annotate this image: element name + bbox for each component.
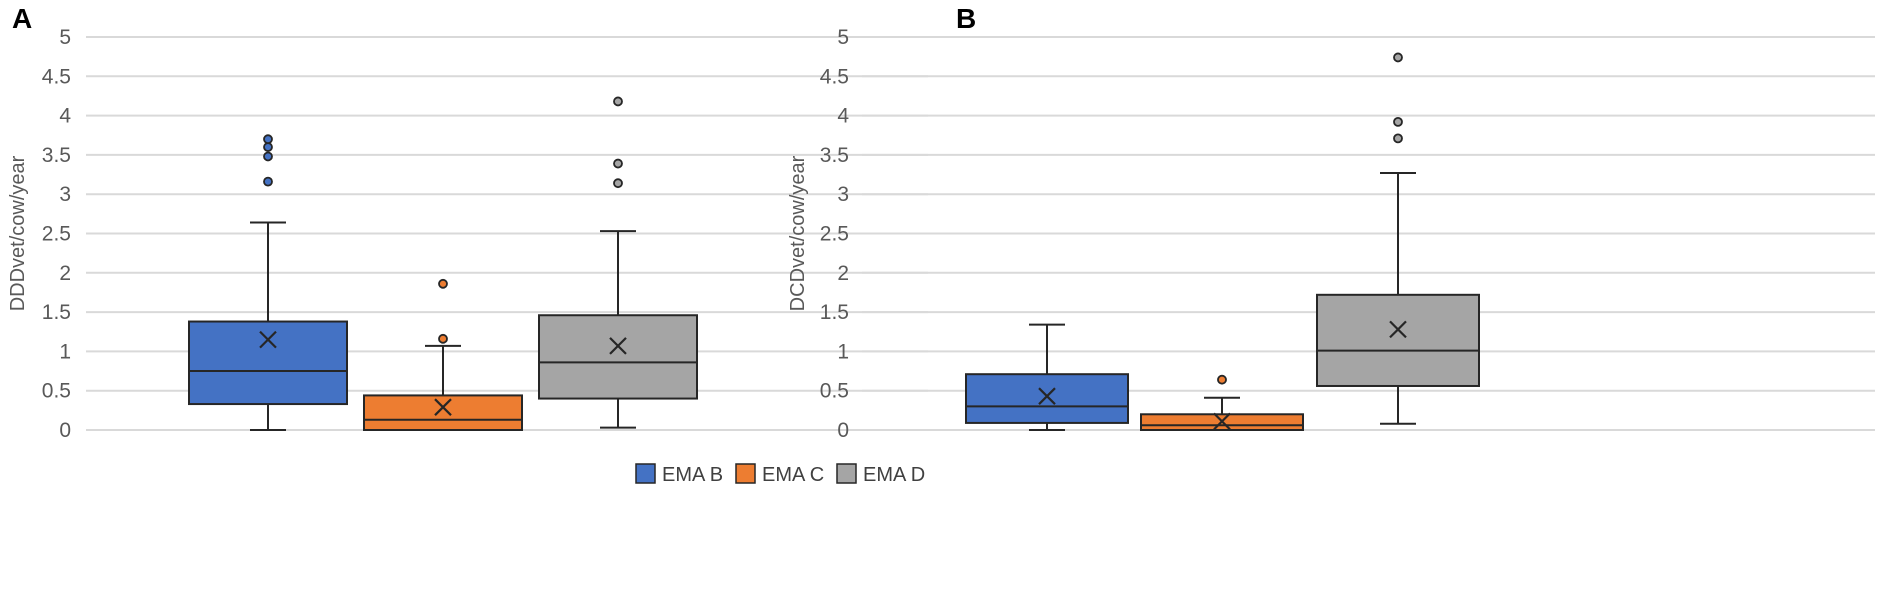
mean-marker-stroke-b-b-ema-d (1389, 320, 1407, 339)
y-tick-label-b-6: 3 (837, 183, 849, 206)
y-tick-label-a-6: 3 (59, 183, 71, 206)
panel-b: B DCDvet/cow/year 0 0.5 1 1.5 2 2.5 3 3.5 4 4.5 5 (787, 3, 1875, 442)
box-b-ema-d (1316, 52, 1480, 425)
y-tick-label-a-10: 5 (59, 26, 71, 49)
panel-a: A DDDvet/cow/year 0 0.5 1 1.5 2 2.5 3 3.5 4 4.5 5 (7, 3, 928, 442)
box-body-a-ema-d (538, 314, 698, 400)
box-b-ema-b (965, 323, 1129, 431)
outlier-a-ema-c-0 (438, 333, 448, 344)
outlier-a-ema-b-1 (263, 151, 273, 162)
y-tick-label-b-7: 3.5 (820, 144, 849, 167)
gridlines-b (862, 36, 1875, 431)
outlier-a-ema-b-3 (263, 134, 273, 145)
box-body-b-ema-d (1316, 293, 1480, 387)
outlier-a-ema-b-2 (263, 142, 273, 152)
box-a-ema-b (188, 134, 348, 431)
mean-marker-stroke-b-a-ema-b (259, 330, 277, 349)
y-tick-label-b-1: 0.5 (820, 380, 849, 403)
y-tick-label-a-8: 4 (59, 105, 71, 128)
y-tick-label-a-1: 0.5 (42, 380, 71, 403)
outlier-a-ema-c-1 (438, 278, 448, 289)
y-tick-label-b-9: 4.5 (820, 65, 849, 88)
legend-swatch-ema-b (635, 463, 656, 484)
boxes-b (965, 52, 1480, 431)
mean-marker-a-ema-d (609, 337, 627, 355)
y-axis-label-b: DCDvet/cow/year (787, 155, 809, 311)
legend-label-ema-b: EMA B (662, 464, 723, 486)
mean-marker-b-ema-d (1389, 320, 1407, 339)
box-body-a-ema-c (363, 394, 523, 431)
y-tick-label-b-10: 5 (837, 26, 849, 49)
y-tick-label-b-3: 1.5 (820, 301, 849, 324)
y-tick-label-a-0: 0 (59, 419, 71, 442)
box-b-ema-c (1140, 374, 1304, 431)
legend-label-ema-c: EMA C (762, 464, 824, 486)
box-a-ema-d (538, 96, 698, 429)
mean-marker-stroke-b-b-ema-c (1213, 412, 1231, 431)
outlier-a-ema-d-0 (613, 178, 623, 189)
boxes-a (188, 96, 698, 431)
y-tick-label-b-8: 4 (837, 105, 849, 128)
legend-label-ema-d: EMA D (863, 464, 925, 486)
outlier-b-ema-c-0 (1217, 374, 1227, 385)
outlier-a-ema-d-2 (613, 96, 623, 107)
y-tick-label-a-7: 3.5 (42, 144, 71, 167)
y-ticks-b: 0 0.5 1 1.5 2 2.5 3 3.5 4 4.5 5 (820, 26, 850, 442)
mean-marker-stroke-b-a-ema-c (434, 398, 452, 416)
legend-swatch-ema-d (836, 463, 857, 484)
mean-marker-a-ema-b (259, 330, 277, 349)
mean-marker-b-ema-b (1038, 387, 1056, 405)
y-axis-label-a: DDDvet/cow/year (7, 155, 29, 311)
box-body-a-ema-b (188, 320, 348, 406)
outlier-a-ema-b-0 (263, 176, 273, 187)
mean-marker-b-ema-c (1213, 412, 1231, 431)
y-tick-label-a-2: 1 (59, 340, 71, 363)
outlier-b-ema-d-1 (1393, 116, 1403, 127)
y-tick-label-b-4: 2 (837, 262, 849, 285)
y-tick-label-a-4: 2 (59, 262, 71, 285)
box-a-ema-c (363, 278, 523, 431)
outlier-a-ema-d-1 (613, 158, 623, 169)
mean-marker-stroke-b-a-ema-d (609, 337, 627, 355)
box-body-b-ema-b (965, 373, 1129, 424)
y-tick-label-a-9: 4.5 (42, 65, 71, 88)
legend: EMA B EMA C EMA D (635, 463, 925, 486)
panel-letter-b: B (956, 3, 976, 34)
mean-marker-a-ema-c (434, 398, 452, 416)
y-tick-label-b-5: 2.5 (820, 223, 849, 246)
outlier-b-ema-d-2 (1393, 52, 1403, 63)
y-ticks-a: 0 0.5 1 1.5 2 2.5 3 3.5 4 4.5 5 (42, 26, 72, 442)
y-tick-label-b-2: 1 (837, 340, 849, 363)
panel-letter-a: A (12, 3, 32, 34)
y-tick-label-a-3: 1.5 (42, 301, 71, 324)
mean-marker-stroke-b-b-ema-b (1038, 387, 1056, 405)
y-tick-label-b-0: 0 (837, 419, 849, 442)
outlier-b-ema-d-0 (1393, 133, 1403, 144)
y-tick-label-a-5: 2.5 (42, 223, 71, 246)
legend-swatch-ema-c (735, 463, 756, 484)
